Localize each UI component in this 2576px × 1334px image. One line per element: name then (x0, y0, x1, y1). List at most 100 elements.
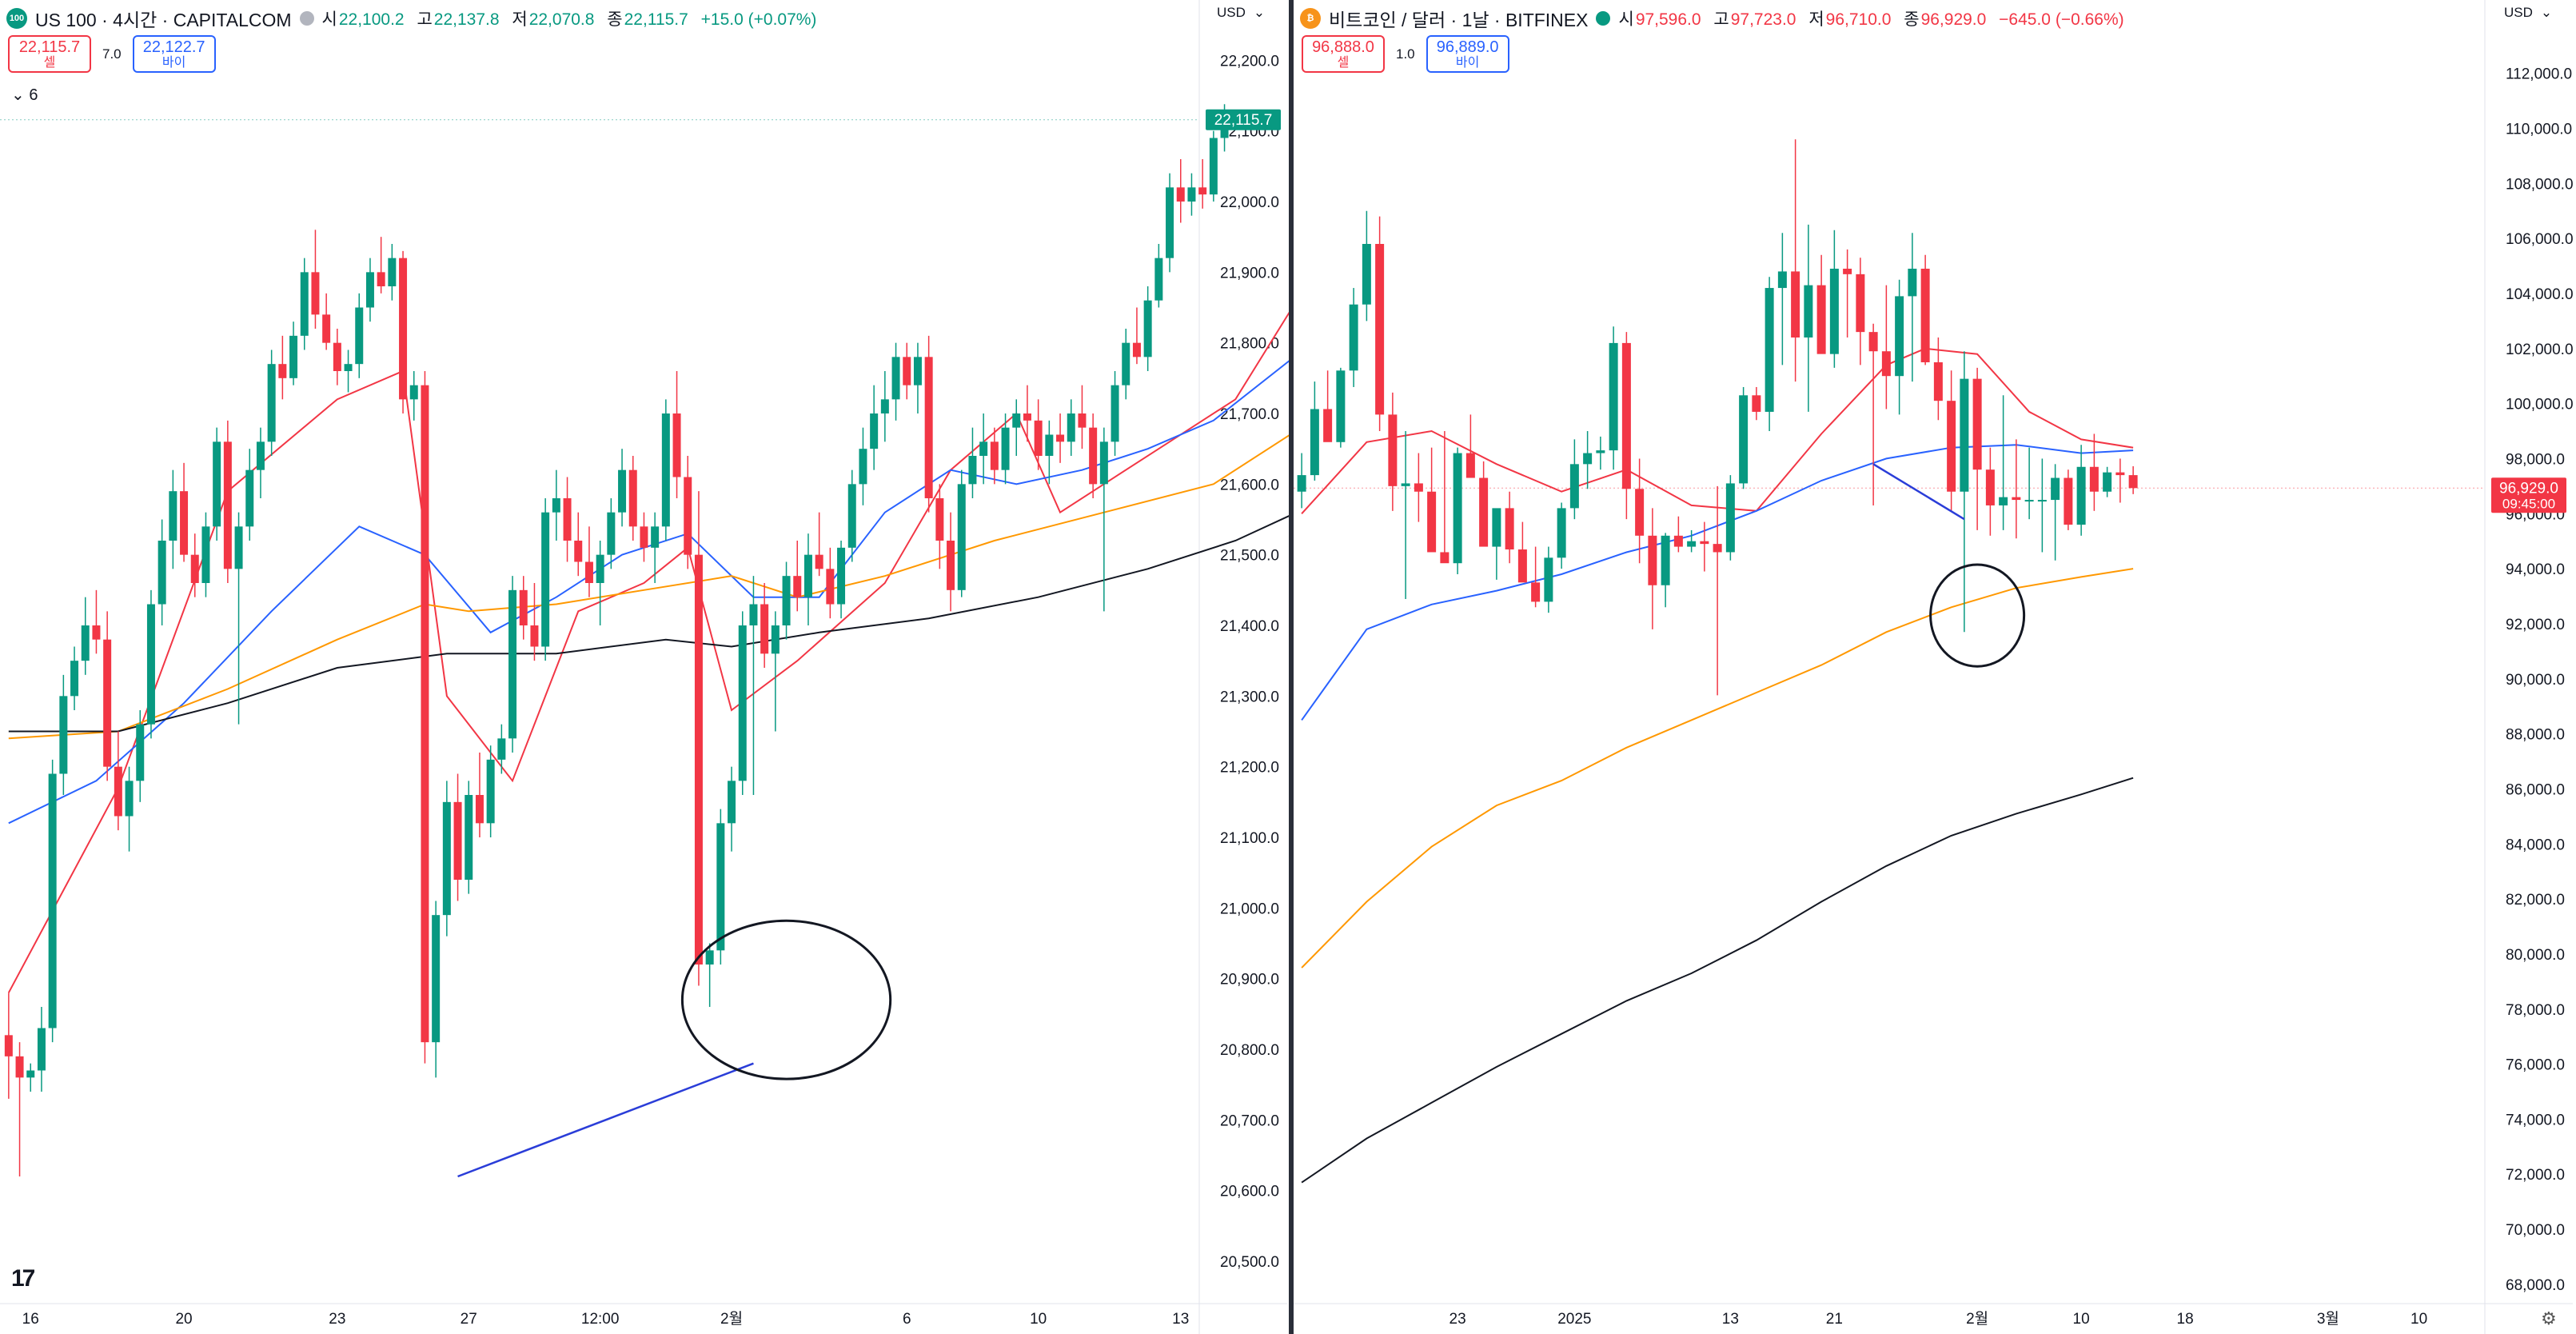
sell-button[interactable]: 22,115.7 셀 (8, 35, 91, 73)
open-label: 시 (321, 10, 337, 29)
x-tick-label: 12:00 (581, 1311, 620, 1328)
candle-body (1765, 288, 1774, 412)
close-value: 22,115.7 (624, 10, 688, 29)
candle-body (1401, 483, 1410, 486)
candle-body (234, 526, 243, 569)
gear-icon[interactable]: ⚙ (2541, 1308, 2557, 1328)
candle-body (475, 795, 484, 824)
pane-divider[interactable] (1289, 0, 1294, 1334)
currency-label: USD (2504, 5, 2533, 20)
sell-label: 셀 (1337, 56, 1350, 70)
candle-body (1517, 549, 1527, 583)
candle-body (48, 773, 57, 1028)
candle-body (1947, 401, 1956, 492)
candle-body (749, 604, 758, 625)
x-tick-label: 10 (2411, 1311, 2427, 1328)
y-tick-label: 21,500.0 (1220, 548, 1279, 565)
nasdaq-symbol-badge: 100 (6, 8, 27, 29)
y-tick-label: 21,200.0 (1220, 760, 1279, 777)
y-tick-label: 21,300.0 (1220, 689, 1279, 705)
sell-button[interactable]: 96,888.0 셀 (1302, 35, 1385, 73)
chevron-down-icon: ⌄ (2540, 5, 2553, 20)
x-tick-label: 10 (1030, 1311, 1047, 1328)
candle-body (2103, 472, 2112, 492)
candle-body (1067, 413, 1075, 442)
candle-body (92, 625, 101, 640)
y-tick-label: 21,400.0 (1220, 618, 1279, 635)
candle-body (442, 801, 451, 916)
bitcoin-ohlc-readout: 시97,596.0 고97,723.0 저96,710.0 종96,929.0 … (1618, 6, 2131, 30)
y-tick-label: 106,000.0 (2506, 231, 2574, 248)
candle-body (880, 399, 889, 413)
candle-body (913, 357, 922, 385)
low-value: 96,710.0 (1825, 10, 1892, 29)
nasdaq-chart-canvas[interactable]: 20,500.0 20,600.0 20,700.0 20,800.0 20,900.0… (0, 0, 1289, 1334)
candle-body (847, 484, 856, 548)
candle-body (1920, 268, 1930, 362)
candle-body (103, 639, 112, 767)
tradingview-logo-icon[interactable]: 17 (11, 1265, 35, 1292)
candle-body (1362, 244, 1371, 305)
chart-pane-nasdaq[interactable]: 20,500.0 20,600.0 20,700.0 20,800.0 20,900.0… (0, 0, 1289, 1334)
y-tick-label: 98,000.0 (2506, 451, 2565, 468)
candle-body (574, 541, 583, 562)
nasdaq-currency-selector[interactable]: USD ⌄ (1217, 5, 1265, 21)
candle-body (1569, 464, 1579, 509)
candle-body (903, 357, 911, 385)
candle-body (180, 491, 189, 555)
bitcoin-symbol-title[interactable]: 비트코인 / 달러 · 1날 · BITFINEX (1329, 10, 1589, 30)
y-tick-label: 21,800.0 (1220, 336, 1279, 353)
x-tick-label: 6 (903, 1311, 911, 1328)
candle-body (508, 589, 517, 739)
candle-body (728, 781, 736, 824)
candle-body (1868, 332, 1878, 352)
candle-body (1687, 541, 1697, 547)
candle-body (409, 385, 418, 400)
candle-body (1596, 450, 1605, 453)
y-tick-label: 78,000.0 (2506, 1002, 2565, 1019)
last-price-label: 22,115.7 (1214, 112, 1273, 129)
y-tick-label: 80,000.0 (2506, 947, 2565, 964)
visibility-icon[interactable] (299, 11, 314, 26)
nasdaq-symbol-title[interactable]: US 100 · 4시간 · CAPITALCOM (35, 10, 292, 30)
market-status-icon[interactable] (1596, 11, 1611, 26)
candle-body (37, 1028, 46, 1071)
candle-body (223, 441, 232, 569)
candle-body (1777, 271, 1787, 289)
candle-body (1176, 187, 1185, 202)
y-tick-label: 21,700.0 (1220, 406, 1279, 423)
candle-body (1479, 477, 1489, 547)
bitcoin-currency-selector[interactable]: USD ⌄ (2504, 5, 2552, 21)
candle-body (1985, 469, 1995, 505)
close-label: 종 (607, 10, 623, 29)
x-tick-label: 2월 (1966, 1310, 1988, 1328)
candle-body (782, 576, 791, 625)
nasdaq-legend: 100 US 100 · 4시간 · CAPITALCOM 시22,100.2 … (6, 5, 824, 32)
candle-body (684, 477, 692, 555)
buy-button[interactable]: 96,889.0 바이 (1426, 35, 1509, 73)
candle-body (432, 915, 441, 1043)
y-tick-label: 102,000.0 (2506, 341, 2574, 358)
candle-body (1856, 274, 1865, 333)
y-tick-label: 20,900.0 (1220, 972, 1279, 989)
bitcoin-chart-canvas[interactable]: 68,000.0 70,000.0 72,000.0 74,000.0 76,000.0… (1294, 0, 2576, 1334)
candle-body (1001, 427, 1010, 470)
candle-body (333, 342, 341, 371)
buy-button[interactable]: 22,122.7 바이 (132, 35, 216, 73)
open-value: 22,100.2 (338, 10, 405, 29)
x-tick-label: 3월 (2317, 1310, 2339, 1328)
x-tick-label: 20 (175, 1311, 192, 1328)
candle-body (1089, 427, 1098, 485)
indicator-toggle[interactable]: ⌄ 6 (11, 86, 38, 104)
chart-pane-bitcoin[interactable]: 68,000.0 70,000.0 72,000.0 74,000.0 76,000.0… (1294, 0, 2576, 1334)
y-tick-label: 76,000.0 (2506, 1057, 2565, 1074)
buy-price: 22,122.7 (142, 38, 205, 56)
candle-body (256, 441, 265, 470)
candle-body (1895, 296, 1904, 377)
y-tick-label: 110,000.0 (2506, 121, 2572, 138)
sell-price: 22,115.7 (18, 38, 81, 56)
candle-body (1166, 187, 1174, 258)
candle-body (957, 484, 966, 590)
candle-body (2024, 500, 2034, 502)
candle-body (1661, 535, 1670, 585)
